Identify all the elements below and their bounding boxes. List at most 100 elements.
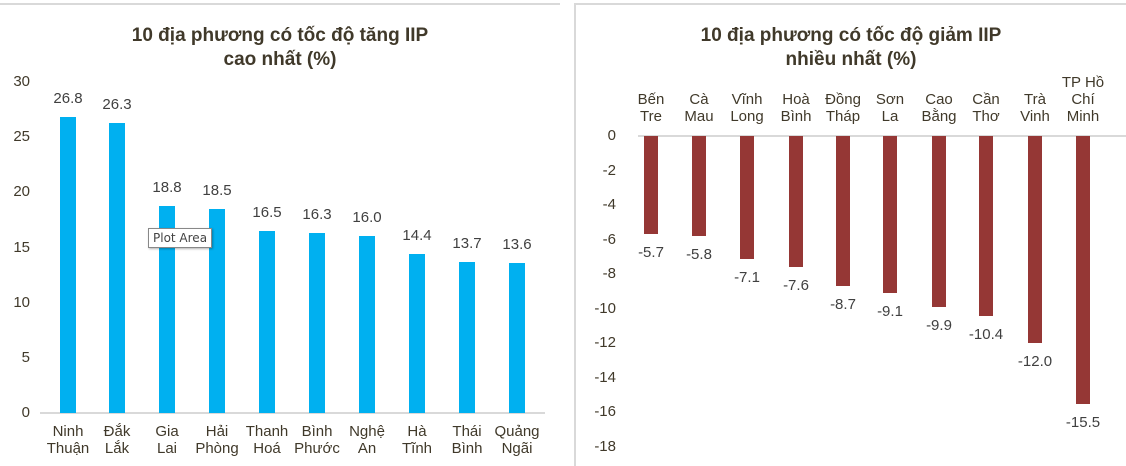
bar[interactable] xyxy=(159,205,175,413)
title-line-2: nhiều nhất (%) xyxy=(785,49,917,70)
bar[interactable] xyxy=(932,136,946,308)
bar[interactable] xyxy=(409,254,425,413)
category-label: Vĩnh Long xyxy=(712,74,782,125)
category-label-line: Lai xyxy=(156,440,178,457)
category-label: Trà Vinh xyxy=(1000,74,1070,125)
category-label-line: Bằng xyxy=(921,108,957,125)
category-label-line: Nghệ xyxy=(349,423,385,440)
bar[interactable] xyxy=(1028,136,1042,344)
bar[interactable] xyxy=(509,262,525,413)
category-label: Cà Mau xyxy=(664,74,734,125)
category-label: Cần Thơ xyxy=(951,74,1021,125)
category-label: Đắk Lắk xyxy=(82,423,152,457)
top-border-left xyxy=(0,3,560,5)
y-tick-label: 30 xyxy=(13,73,30,90)
top-border-right xyxy=(574,3,1126,5)
category-label: Gia Lai xyxy=(132,423,202,457)
panel-divider xyxy=(574,3,576,466)
data-label: -12.0 xyxy=(1017,353,1053,371)
category-label: Hà Tĩnh xyxy=(382,423,452,457)
data-label: -5.8 xyxy=(686,246,712,264)
data-label: -9.9 xyxy=(926,317,952,335)
category-label-line: Hà xyxy=(407,423,427,440)
category-label-line: Bình xyxy=(451,440,483,457)
category-label-line: Ngãi xyxy=(501,440,533,457)
category-label: Bến Tre xyxy=(616,74,686,125)
bar[interactable] xyxy=(644,136,658,235)
y-tick-label: 0 xyxy=(21,404,30,421)
y-tick-label: -10 xyxy=(594,299,616,317)
bar[interactable] xyxy=(1076,136,1090,404)
category-label-line: Minh xyxy=(1066,108,1100,125)
bar[interactable] xyxy=(883,136,897,294)
category-label-line: Quảng xyxy=(494,423,540,440)
category-label: Hoà Bình xyxy=(761,74,831,125)
category-label-line: Thái xyxy=(452,423,482,440)
y-tick-label: 15 xyxy=(13,238,30,256)
category-label-line: Bến xyxy=(637,91,665,108)
category-label-line: Vinh xyxy=(1020,108,1050,125)
category-label-line: An xyxy=(357,440,377,457)
data-label: 13.7 xyxy=(452,234,482,252)
bar[interactable] xyxy=(979,136,993,316)
data-label: 16.0 xyxy=(352,209,382,227)
category-label: Sơn La xyxy=(855,74,925,125)
category-label: Thái Bình xyxy=(432,423,502,457)
data-label: -7.6 xyxy=(783,277,809,295)
category-label-line: Vĩnh xyxy=(731,91,763,108)
bar[interactable] xyxy=(740,136,754,259)
data-label: -10.4 xyxy=(968,325,1004,343)
category-label: Nghệ An xyxy=(332,423,402,457)
data-label: 26.8 xyxy=(53,90,83,108)
bar[interactable] xyxy=(259,230,275,413)
chart-increase-iip: 10 địa phương có tốc độ tăng IIP cao nhấ… xyxy=(0,0,560,466)
category-label-line: Long xyxy=(730,108,764,125)
category-label: Hải Phòng xyxy=(182,423,252,457)
category-label-line: TP Hồ xyxy=(1061,74,1105,91)
category-label: Bình Phước xyxy=(282,423,352,457)
data-label: 18.5 xyxy=(202,181,232,199)
category-label: Đồng Tháp xyxy=(808,74,878,125)
category-label-line: Cao xyxy=(925,91,953,108)
category-label-line: Phước xyxy=(294,440,340,457)
category-label-line: Sơn xyxy=(875,91,905,108)
bar[interactable] xyxy=(836,136,850,287)
y-tick-label: -16 xyxy=(594,403,616,421)
category-label-line: Cà xyxy=(689,91,709,108)
y-tick-label: 5 xyxy=(21,348,30,366)
category-label-line: Cần xyxy=(972,91,1000,108)
y-tick-label: -6 xyxy=(602,230,616,248)
category-label-line: Hoà xyxy=(782,91,810,108)
category-label-line: La xyxy=(881,108,899,125)
bar[interactable] xyxy=(209,208,225,413)
y-tick-label: -18 xyxy=(594,438,616,455)
category-label-line: Tĩnh xyxy=(401,440,432,457)
bar[interactable] xyxy=(692,136,706,237)
category-label-line: Gia xyxy=(155,423,179,440)
bar[interactable] xyxy=(359,236,375,413)
category-label-line: Thanh xyxy=(245,423,289,440)
category-label: Thanh Hoá xyxy=(232,423,302,457)
category-label: Quảng Ngãi xyxy=(482,423,552,457)
category-label-line: Mau xyxy=(684,108,714,125)
bar[interactable] xyxy=(60,117,76,413)
x-axis-line xyxy=(638,135,1126,137)
title-line-1: 10 địa phương có tốc độ tăng IIP xyxy=(131,25,429,46)
bar[interactable] xyxy=(789,136,803,268)
category-label-line: Đắk xyxy=(103,423,131,440)
chart-title: 10 địa phương có tốc độ tăng IIP cao nhấ… xyxy=(0,24,560,72)
category-label: Ninh Thuận xyxy=(33,423,103,457)
bar[interactable] xyxy=(109,122,125,413)
category-label-line: Thơ xyxy=(972,108,1000,125)
y-tick-label: 20 xyxy=(13,183,30,201)
x-axis-line xyxy=(40,412,545,414)
data-label: -7.1 xyxy=(734,268,760,286)
bar[interactable] xyxy=(459,261,475,413)
data-label: -8.7 xyxy=(830,296,856,314)
category-label-line: Hoá xyxy=(253,440,281,457)
category-label: Cao Bằng xyxy=(904,74,974,125)
bar[interactable] xyxy=(309,233,325,413)
y-tick-label: 25 xyxy=(13,128,30,146)
y-tick-label: -2 xyxy=(602,161,616,179)
data-label: 18.8 xyxy=(152,178,182,196)
